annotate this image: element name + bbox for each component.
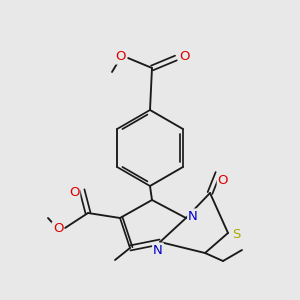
- Text: O: O: [116, 50, 126, 64]
- Text: O: O: [69, 187, 79, 200]
- Text: N: N: [153, 244, 163, 256]
- Text: O: O: [218, 173, 228, 187]
- Text: S: S: [232, 229, 240, 242]
- Text: O: O: [179, 50, 189, 64]
- Text: O: O: [53, 223, 63, 236]
- Text: N: N: [188, 209, 198, 223]
